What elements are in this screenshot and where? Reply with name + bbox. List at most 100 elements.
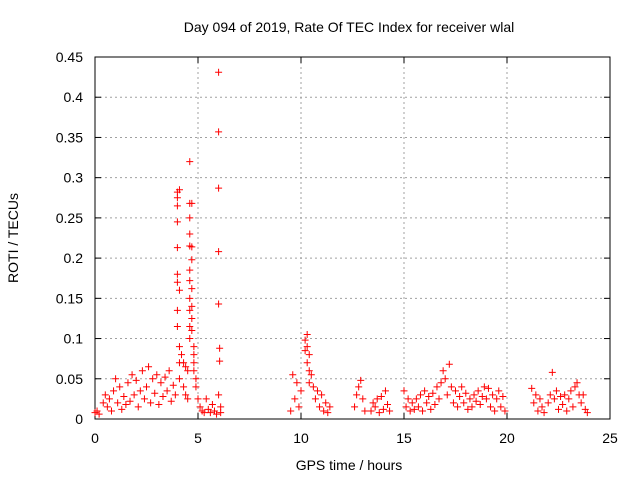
y-tick-label: 0.4	[64, 89, 84, 105]
data-point	[151, 389, 159, 397]
data-point	[190, 343, 198, 351]
data-point	[303, 343, 311, 351]
data-point	[402, 403, 410, 411]
data-point	[186, 266, 194, 274]
data-point	[493, 395, 501, 403]
data-point	[445, 360, 453, 368]
data-point	[491, 407, 499, 415]
data-point	[406, 407, 414, 415]
data-point	[433, 383, 441, 391]
data-point	[466, 395, 474, 403]
data-point	[216, 344, 224, 352]
data-point	[112, 375, 120, 383]
data-point	[149, 375, 157, 383]
x-axis-label: GPS time / hours	[296, 457, 403, 473]
data-point	[169, 381, 177, 389]
data-point	[429, 389, 437, 397]
data-point	[173, 278, 181, 286]
data-point	[540, 409, 548, 417]
data-point	[188, 243, 196, 251]
data-point	[217, 409, 225, 417]
data-point	[367, 407, 375, 415]
data-point	[202, 395, 210, 403]
data-point	[188, 256, 196, 264]
y-tick-label: 0.05	[56, 371, 83, 387]
data-point	[186, 335, 194, 343]
data-point	[307, 371, 315, 379]
data-point	[186, 294, 194, 302]
data-point	[501, 407, 509, 415]
data-point	[324, 409, 332, 417]
data-point	[470, 391, 478, 399]
data-point	[293, 379, 301, 387]
data-point	[410, 405, 418, 413]
data-point	[443, 391, 451, 399]
data-point	[167, 397, 175, 405]
data-point	[215, 248, 223, 256]
data-point	[536, 395, 544, 403]
data-point	[571, 383, 579, 391]
data-point	[497, 403, 505, 411]
data-point	[134, 403, 142, 411]
data-point	[215, 128, 223, 136]
data-point	[186, 214, 194, 222]
data-point	[414, 403, 422, 411]
data-point	[126, 397, 134, 405]
data-point	[190, 367, 198, 375]
data-point	[120, 392, 128, 400]
data-point	[468, 403, 476, 411]
data-point	[184, 367, 192, 375]
data-point	[311, 395, 319, 403]
data-point	[482, 395, 490, 403]
data-point	[175, 375, 183, 383]
data-point	[460, 399, 468, 407]
data-point	[386, 407, 394, 415]
data-point	[155, 401, 163, 409]
y-axis-label: ROTI / TECUs	[5, 193, 21, 283]
data-point	[118, 405, 126, 413]
data-point	[190, 351, 198, 359]
data-point	[447, 383, 455, 391]
data-point	[305, 367, 313, 375]
data-point	[173, 194, 181, 202]
data-point	[305, 351, 313, 359]
data-point	[423, 399, 431, 407]
data-point	[297, 387, 305, 395]
plot-frame	[94, 56, 611, 420]
data-point	[140, 395, 148, 403]
data-point	[192, 375, 200, 383]
data-point	[173, 218, 181, 226]
chart-title: Day 094 of 2019, Rate Of TEC Index for r…	[184, 19, 514, 35]
data-point	[143, 383, 150, 391]
data-point	[495, 387, 503, 395]
data-point	[153, 371, 161, 379]
data-point	[421, 387, 429, 395]
data-point	[528, 384, 536, 392]
data-point	[431, 401, 439, 409]
data-point	[359, 395, 367, 403]
data-point	[548, 368, 556, 376]
data-point	[287, 407, 295, 415]
data-point	[530, 399, 538, 407]
data-point	[190, 359, 198, 367]
data-point	[200, 409, 208, 417]
data-point	[449, 399, 457, 407]
x-tick-label: 10	[293, 430, 309, 446]
data-point	[561, 391, 569, 399]
data-point	[404, 395, 412, 403]
x-tick-label: 5	[194, 430, 202, 446]
data-point	[351, 403, 359, 411]
data-point	[384, 401, 392, 409]
data-point	[186, 230, 194, 238]
data-point	[159, 392, 167, 400]
data-point	[173, 244, 181, 252]
x-tick-label: 0	[91, 430, 99, 446]
data-point	[377, 392, 385, 400]
data-point	[215, 184, 223, 192]
data-point	[480, 383, 488, 391]
data-point	[557, 392, 565, 400]
data-point	[178, 351, 186, 359]
data-point	[128, 371, 136, 379]
data-point	[99, 399, 107, 407]
data-point	[369, 399, 377, 407]
